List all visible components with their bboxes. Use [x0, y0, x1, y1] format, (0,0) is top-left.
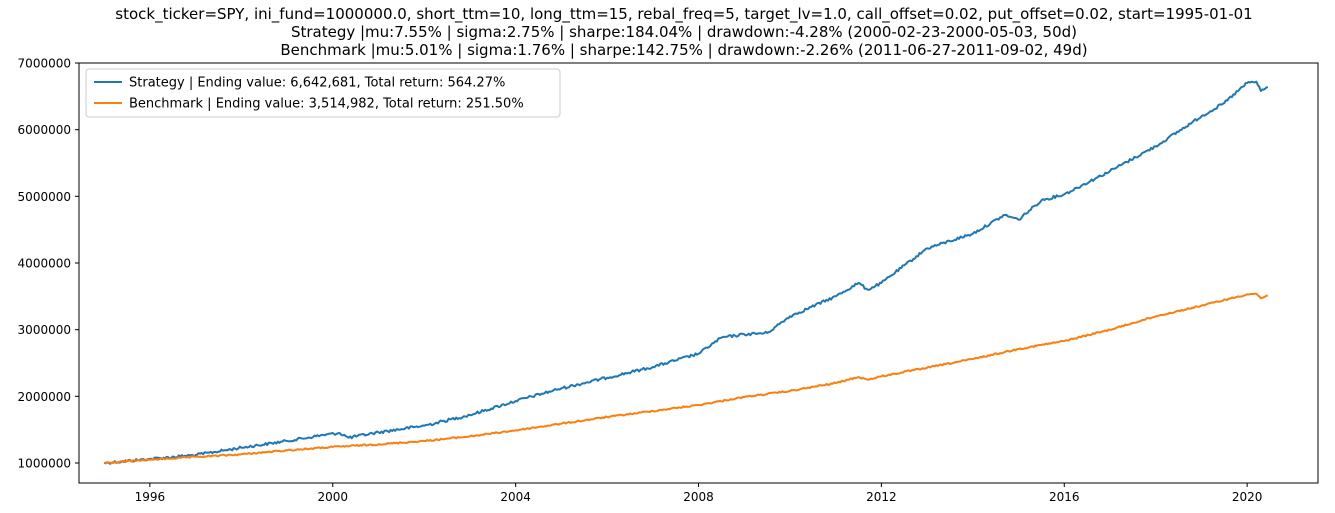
x-tick-label: 2004	[500, 490, 531, 504]
y-tick-label: 4000000	[18, 257, 71, 271]
chart-title-line-2: Strategy |mu:7.55% | sigma:2.75% | sharp…	[291, 23, 1077, 41]
y-tick-label: 3000000	[18, 323, 71, 337]
y-tick-label: 2000000	[18, 390, 71, 404]
y-tick-label: 7000000	[18, 57, 71, 71]
legend-box	[85, 68, 561, 118]
x-tick-label: 2020	[1232, 490, 1263, 504]
chart-title-block: stock_ticker=SPY, ini_fund=1000000.0, sh…	[115, 5, 1252, 59]
x-tick-label: 1996	[135, 490, 166, 504]
series-lines	[103, 80, 1269, 465]
y-tick-label: 5000000	[18, 190, 71, 204]
plot-area	[79, 63, 1318, 483]
y-tick-label: 6000000	[18, 123, 71, 137]
chart-title-line-1: stock_ticker=SPY, ini_fund=1000000.0, sh…	[115, 5, 1252, 24]
legend-label-benchmark: Benchmark | Ending value: 3,514,982, Tot…	[129, 97, 524, 112]
x-tick-label: 2012	[866, 490, 897, 504]
series-line-benchmark	[103, 292, 1269, 464]
axes: 1996 2000 2004 2008 2012 2016 2020 1000000 20000…	[18, 57, 1319, 504]
series-line-strategy	[103, 80, 1269, 465]
x-tick-label: 2008	[683, 490, 714, 504]
chart-title-line-3: Benchmark |mu:5.01% | sigma:1.76% | shar…	[280, 41, 1087, 59]
legend-label-strategy: Strategy | Ending value: 6,642,681, Tota…	[129, 76, 505, 91]
x-tick-label: 2000	[317, 490, 348, 504]
x-tick-label: 2016	[1049, 490, 1080, 504]
plot-background	[79, 63, 1318, 483]
y-tick-label: 1000000	[18, 457, 71, 471]
legend: Strategy | Ending value: 6,642,681, Tota…	[85, 68, 561, 118]
